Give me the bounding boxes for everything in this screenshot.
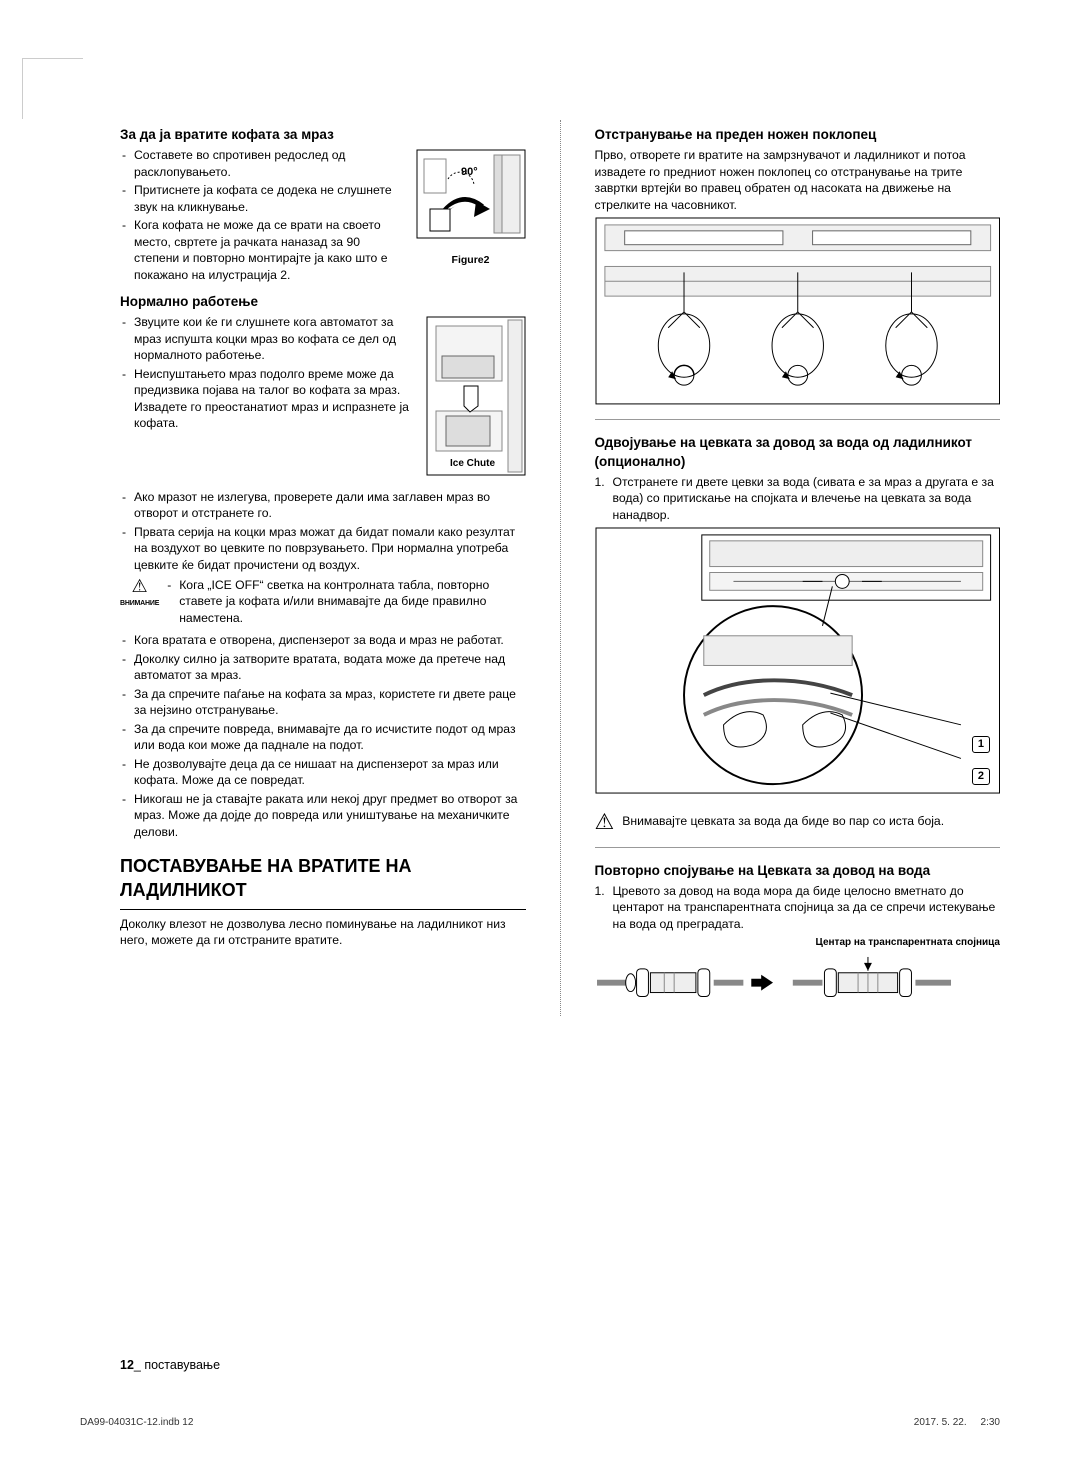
callout-1: 1 <box>972 736 990 753</box>
indb-name: DA99-04031C-12.indb 12 <box>80 1416 193 1430</box>
list-item: Притиснете ја кофата се додека не слушне… <box>120 182 526 215</box>
heading-reconnect-water: Повторно спојување на Цевката за довод н… <box>595 862 1001 880</box>
list-item: Не дозволувајте деца да се нишаат на дис… <box>120 756 526 789</box>
heading-normal-op: Нормално работење <box>120 293 526 311</box>
divider <box>120 909 526 910</box>
warning-icon: ⚠ <box>595 807 615 837</box>
list-item: Звуците кои ќе ги слушнете кога автомато… <box>120 314 526 363</box>
print-date: 2017. 5. 22. <box>914 1417 967 1428</box>
divider <box>595 419 1001 420</box>
list-item: Кога вратата е отворена, диспензерот за … <box>120 632 526 648</box>
divider <box>595 847 1001 848</box>
coupler-label: Центар на транспарентната спојница <box>595 936 1001 950</box>
list-item: Ако мразот не излегува, проверете дали и… <box>120 489 526 522</box>
install-doors-para: Доколку влезот не дозволува лесно помину… <box>120 916 526 949</box>
disconnect-water-text: Отстранете ги двете цевки за вода (сиват… <box>613 475 994 522</box>
list-item: Составете во спротивен редослед од раскл… <box>120 147 526 180</box>
num-marker: 1. <box>595 883 605 899</box>
warning-color-pair: ⚠ Внимавајте цевката за вода да биде во … <box>595 807 1001 837</box>
list-disconnect-water: 1. Отстранете ги двете цевки за вода (си… <box>595 474 1001 523</box>
figure-coupler <box>595 953 1001 1017</box>
heading-return-bucket: За да ја вратите кофата за мраз <box>120 126 526 144</box>
heading-remove-leg-cover: Отстранување на преден ножен поклопец <box>595 126 1001 144</box>
heading-disconnect-water: Одвојување на цевката за довод за вода о… <box>595 434 1001 470</box>
figure-leg-cover <box>595 217 1001 409</box>
list-item: Доколку силно ја затворите вратата, вода… <box>120 651 526 684</box>
list-item: За да спречите повреда, внимавајте да го… <box>120 721 526 754</box>
list-item: Кога кофата не може да се врати на своет… <box>120 217 526 283</box>
warning-text: Внимавајте цевката за вода да биде во па… <box>622 813 944 829</box>
list-normal-op-b: Ако мразот не излегува, проверете дали и… <box>120 489 526 573</box>
page-footer: 12_ поставување <box>120 1357 220 1374</box>
list-item: За да спречите паѓање на кофата за мраз,… <box>120 686 526 719</box>
list-item: Неиспуштањето мраз подолго време може да… <box>120 366 526 432</box>
caution-block: ⚠ ВНИМАНИЕ Кога „ICE OFF“ светка на конт… <box>120 577 526 628</box>
list-normal-op-a: Звуците кои ќе ги слушнете кога автомато… <box>120 314 526 431</box>
heading-install-doors: ПОСТАВУВАЊЕ НА ВРАТИТЕ НА ЛАДИЛНИКОТ <box>120 854 526 903</box>
callout-2: 2 <box>972 768 990 785</box>
list-reconnect-water: 1. Цревото за довод на вода мора да биде… <box>595 883 1001 932</box>
reconnect-water-text: Цревото за довод на вода мора да биде це… <box>613 884 996 931</box>
ice-chute-text: Ice Chute <box>450 458 495 469</box>
remove-leg-para: Прво, отворете ги вратите на замрзнувачо… <box>595 147 1001 213</box>
warning-icon: ⚠ ВНИМАНИЕ <box>120 577 159 607</box>
list-item: Првата серија на коцки мраз можат да бид… <box>120 524 526 573</box>
num-marker: 1. <box>595 474 605 490</box>
caution-item: Кога „ICE OFF“ светка на контролната таб… <box>165 577 525 626</box>
print-footer: DA99-04031C-12.indb 12 2017. 5. 22. 2:30 <box>80 1416 1000 1430</box>
figure-water-line: 1 2 <box>595 527 1001 799</box>
print-time: 2:30 <box>981 1417 1000 1428</box>
list-item: Никогаш не ја ставајте раката или некој … <box>120 791 526 840</box>
list-normal-op-c: Кога вратата е отворена, диспензерот за … <box>120 632 526 840</box>
